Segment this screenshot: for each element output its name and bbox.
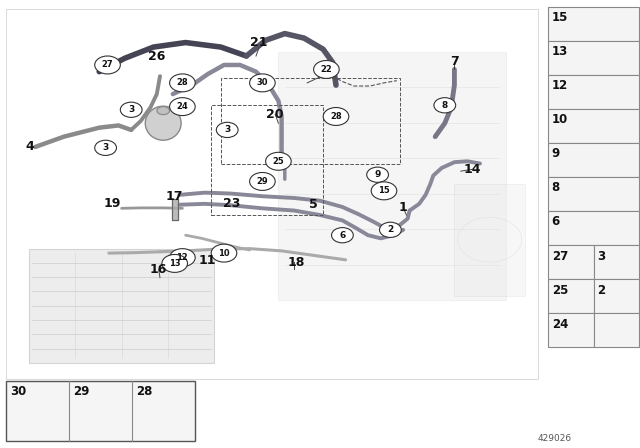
Text: 4: 4 — [25, 140, 34, 154]
FancyBboxPatch shape — [278, 52, 506, 300]
FancyBboxPatch shape — [594, 245, 639, 279]
Circle shape — [314, 60, 339, 78]
Text: 10: 10 — [218, 249, 230, 258]
Circle shape — [216, 122, 238, 138]
Circle shape — [170, 249, 195, 267]
Text: 9: 9 — [374, 170, 381, 179]
Circle shape — [170, 74, 195, 92]
Text: 20: 20 — [266, 108, 284, 121]
Circle shape — [367, 167, 388, 182]
Circle shape — [95, 56, 120, 74]
Text: 30: 30 — [257, 78, 268, 87]
Text: 6: 6 — [339, 231, 346, 240]
Circle shape — [380, 222, 401, 237]
Text: 24: 24 — [552, 318, 568, 331]
Text: 25: 25 — [273, 157, 284, 166]
Text: 28: 28 — [136, 385, 152, 398]
FancyBboxPatch shape — [594, 279, 639, 313]
Text: 429026: 429026 — [538, 434, 572, 443]
Circle shape — [162, 254, 188, 272]
Text: 3: 3 — [102, 143, 109, 152]
Circle shape — [434, 98, 456, 113]
Text: 2: 2 — [598, 284, 605, 297]
Circle shape — [371, 182, 397, 200]
Text: 12: 12 — [552, 79, 568, 92]
Text: 5: 5 — [309, 198, 318, 211]
Text: 14: 14 — [463, 163, 481, 176]
Text: 18: 18 — [287, 255, 305, 269]
Text: 29: 29 — [257, 177, 268, 186]
Text: 21: 21 — [250, 36, 268, 49]
FancyBboxPatch shape — [548, 211, 639, 245]
Text: 7: 7 — [450, 55, 459, 69]
Ellipse shape — [145, 106, 181, 140]
Polygon shape — [172, 199, 178, 220]
FancyBboxPatch shape — [548, 7, 639, 41]
Circle shape — [266, 152, 291, 170]
FancyBboxPatch shape — [6, 381, 195, 441]
Text: 11: 11 — [198, 254, 216, 267]
Text: 23: 23 — [223, 197, 241, 211]
Text: 17: 17 — [165, 190, 183, 203]
Text: 30: 30 — [10, 385, 26, 398]
Text: 13: 13 — [169, 259, 180, 268]
FancyBboxPatch shape — [548, 109, 639, 143]
Text: 13: 13 — [552, 45, 568, 58]
Text: 27: 27 — [552, 250, 568, 263]
Circle shape — [250, 74, 275, 92]
FancyBboxPatch shape — [29, 249, 214, 363]
Text: 29: 29 — [73, 385, 90, 398]
Text: 10: 10 — [552, 113, 568, 126]
FancyBboxPatch shape — [454, 184, 525, 296]
Circle shape — [170, 98, 195, 116]
FancyBboxPatch shape — [548, 245, 594, 279]
Text: 16: 16 — [150, 263, 168, 276]
Text: 3: 3 — [128, 105, 134, 114]
Text: 12: 12 — [177, 253, 188, 262]
Circle shape — [250, 172, 275, 190]
Circle shape — [323, 108, 349, 125]
FancyBboxPatch shape — [548, 279, 594, 313]
Text: 27: 27 — [102, 60, 113, 69]
FancyBboxPatch shape — [548, 177, 639, 211]
Text: 25: 25 — [552, 284, 568, 297]
Circle shape — [95, 140, 116, 155]
FancyBboxPatch shape — [548, 41, 639, 75]
Text: 9: 9 — [552, 147, 560, 160]
Circle shape — [120, 102, 142, 117]
Text: 15: 15 — [378, 186, 390, 195]
Text: 22: 22 — [321, 65, 332, 74]
Text: 6: 6 — [552, 215, 560, 228]
Text: 3: 3 — [224, 125, 230, 134]
Ellipse shape — [157, 107, 170, 115]
Circle shape — [211, 244, 237, 262]
Text: 28: 28 — [177, 78, 188, 87]
Circle shape — [332, 228, 353, 243]
Text: 15: 15 — [552, 11, 568, 24]
FancyBboxPatch shape — [548, 143, 639, 177]
FancyBboxPatch shape — [594, 313, 639, 347]
Text: 24: 24 — [177, 102, 188, 111]
Text: 2: 2 — [387, 225, 394, 234]
Text: 1: 1 — [399, 201, 408, 214]
Text: 26: 26 — [148, 49, 166, 63]
Text: 19: 19 — [103, 197, 121, 210]
FancyBboxPatch shape — [548, 75, 639, 109]
Text: 28: 28 — [330, 112, 342, 121]
FancyBboxPatch shape — [548, 313, 594, 347]
Text: 8: 8 — [442, 101, 448, 110]
Text: 3: 3 — [598, 250, 605, 263]
Text: 8: 8 — [552, 181, 560, 194]
